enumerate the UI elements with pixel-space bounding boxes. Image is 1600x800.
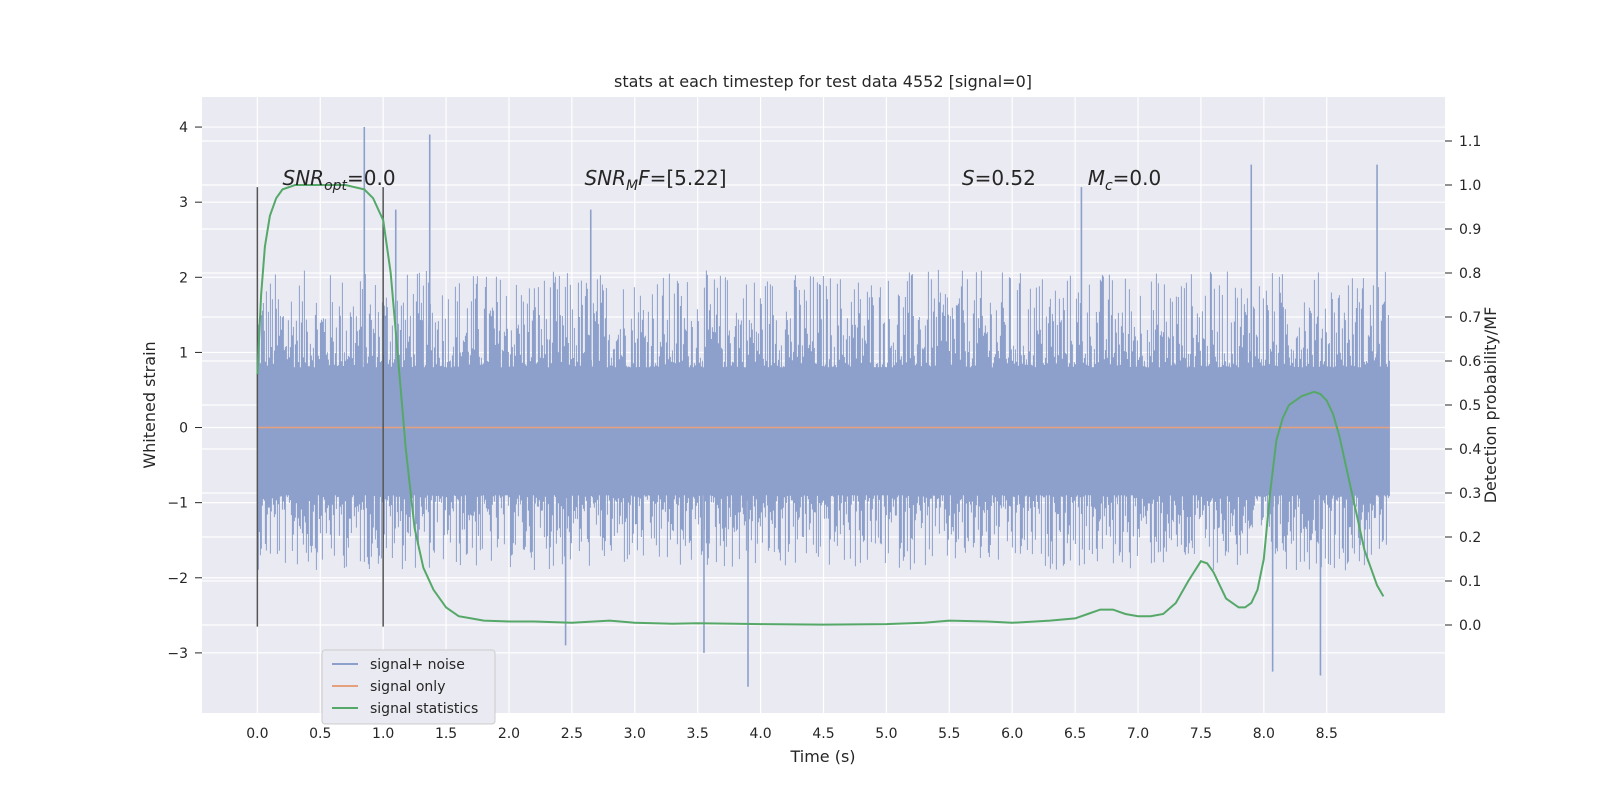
legend-box [321, 649, 496, 725]
y2-tick-label: 0.2 [1459, 530, 1481, 546]
legend-label-signal-statistics: signal statistics [370, 701, 478, 717]
x-tick-label: 3.0 [624, 726, 646, 742]
x-tick-label: 7.5 [1190, 726, 1212, 742]
y-tick-label: −2 [167, 571, 188, 587]
annotations: SNRopt=0.0 SNRMF=[5.22] S=0.52 Mc=0.0 [283, 166, 1162, 194]
noise-series [256, 127, 1390, 687]
y2-axis-label: Detection probability/MF [1481, 307, 1500, 504]
x-tick-label: 1.5 [435, 726, 457, 742]
y2-tick-label: 0.1 [1459, 574, 1481, 590]
y2-tick-label: 0.4 [1459, 442, 1481, 458]
y-axis-left: 4 3 2 1 0 −1 −2 −3 [167, 120, 202, 662]
x-tick-label: 0.5 [309, 726, 331, 742]
legend-label-signal-only: signal only [370, 679, 445, 695]
x-tick-label: 5.0 [875, 726, 897, 742]
y2-tick-label: 0.5 [1459, 398, 1481, 414]
y-axis-right: 1.1 1.0 0.9 0.8 0.7 0.6 0.5 0.4 0.3 0.2 0.1 0.0 [1445, 134, 1481, 634]
x-tick-label: 7.0 [1127, 726, 1149, 742]
annotation-0: SNRopt=0.0 [283, 166, 396, 194]
x-tick-label: 2.0 [498, 726, 520, 742]
y2-tick-label: 0.3 [1459, 486, 1481, 502]
x-tick-label: 1.0 [372, 726, 394, 742]
x-tick-label: 0.0 [246, 726, 268, 742]
x-tick-label: 6.5 [1064, 726, 1086, 742]
chart-title: stats at each timestep for test data 455… [614, 72, 1032, 91]
y-tick-label: 2 [179, 270, 188, 286]
legend: signal+ noise signal only signal statist… [321, 649, 496, 725]
x-axis: 0.0 0.5 1.0 1.5 2.0 2.5 3.0 3.5 4.0 4.5 5.0 5.5 6.0 6… [246, 726, 1338, 742]
x-tick-label: 3.5 [687, 726, 709, 742]
x-tick-label: 6.0 [1001, 726, 1023, 742]
y2-tick-label: 0.6 [1459, 354, 1481, 370]
y2-tick-label: 0.9 [1459, 222, 1481, 238]
y-tick-label: 4 [179, 120, 188, 136]
y-axis-label: Whitened strain [140, 341, 159, 468]
y-tick-label: 1 [179, 345, 188, 361]
legend-label-signal-noise: signal+ noise [370, 657, 465, 673]
line-series [256, 184, 1390, 627]
annotation-2: S=0.52 [962, 166, 1036, 190]
y-tick-label: 0 [179, 421, 188, 437]
x-axis-label: Time (s) [789, 747, 855, 766]
x-tick-label: 5.5 [938, 726, 960, 742]
x-tick-label: 4.0 [749, 726, 771, 742]
y2-tick-label: 1.1 [1459, 134, 1481, 150]
annotation-3: Mc=0.0 [1088, 166, 1162, 194]
x-tick-label: 8.0 [1253, 726, 1275, 742]
y2-tick-label: 0.7 [1459, 310, 1481, 326]
y-tick-label: 3 [179, 195, 188, 211]
x-tick-label: 2.5 [561, 726, 583, 742]
y2-tick-label: 0.0 [1459, 618, 1481, 634]
y-tick-label: −3 [167, 646, 188, 662]
y2-tick-label: 1.0 [1459, 178, 1481, 194]
x-tick-label: 4.5 [812, 726, 834, 742]
signal-statistics-line [256, 184, 1385, 626]
y2-tick-label: 0.8 [1459, 266, 1481, 282]
annotation-1: SNRMF=[5.22] [584, 166, 726, 194]
x-tick-label: 8.5 [1316, 726, 1338, 742]
y-tick-label: −1 [167, 496, 188, 512]
